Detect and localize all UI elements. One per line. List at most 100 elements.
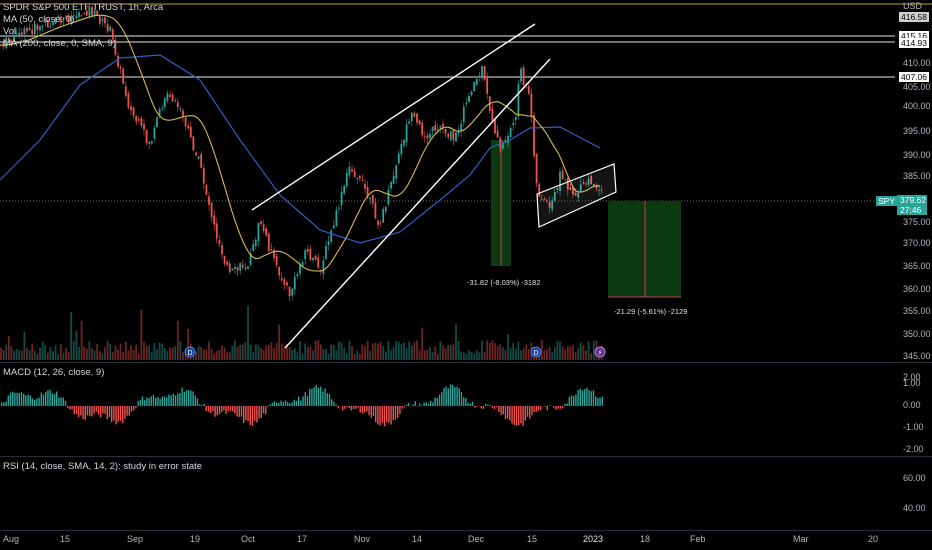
price-axis-tick: 400.00: [903, 101, 931, 111]
candle: [249, 253, 252, 265]
macd-histogram-bar: [117, 406, 119, 422]
macd-histogram-bar: [174, 395, 177, 406]
candle: [462, 106, 465, 123]
volume-bar: [548, 346, 551, 360]
macd-axis-tick: 2.00: [903, 372, 921, 382]
volume-bar: [491, 340, 494, 360]
candle: [338, 207, 340, 209]
volume-bar: [421, 327, 424, 360]
rsi-legend[interactable]: RSI (14, close, SMA, 14, 2): study in er…: [3, 461, 203, 472]
volume-bar: [392, 347, 395, 360]
volume-bar: [205, 349, 208, 360]
legend-ma50[interactable]: MA (50, close, 0): [3, 14, 75, 25]
pane-separator[interactable]: [0, 530, 932, 531]
candle: [33, 23, 36, 35]
candle: [267, 233, 270, 251]
macd-histogram-bar: [456, 386, 458, 406]
candle: [587, 178, 590, 185]
macd-histogram-bar: [14, 392, 16, 406]
macd-chart[interactable]: [0, 363, 895, 455]
macd-histogram-bar: [47, 390, 49, 406]
candle: [293, 276, 296, 290]
volume-bar: [234, 340, 236, 360]
price-chart[interactable]: D D ⚡: [0, 0, 932, 362]
macd-histogram-bar: [141, 396, 144, 406]
volume-bar: [52, 350, 54, 360]
candle: [143, 123, 145, 130]
candle: [465, 103, 468, 105]
wedge-lower-line[interactable]: [284, 58, 551, 349]
macd-histogram-bar: [148, 397, 150, 406]
candle: [254, 239, 257, 247]
macd-histogram-bar: [69, 406, 71, 410]
candle: [335, 210, 338, 227]
macd-histogram-bar: [49, 389, 51, 406]
macd-histogram-bar: [518, 406, 520, 426]
macd-histogram-bar: [452, 384, 454, 406]
macd-histogram-bar: [562, 406, 564, 408]
macd-histogram-bar: [56, 391, 58, 406]
macd-histogram-bar: [350, 406, 353, 411]
candle: [275, 256, 278, 266]
macd-histogram-bar: [139, 399, 141, 406]
time-axis-tick: 17: [297, 534, 308, 544]
pane-separator[interactable]: [0, 362, 932, 363]
macd-histogram-bar: [463, 397, 465, 406]
volume-bar: [93, 350, 96, 360]
candle: [566, 178, 569, 190]
macd-histogram-bar: [194, 395, 196, 406]
dividend-marker-icon[interactable]: [184, 346, 196, 358]
candle: [221, 245, 223, 255]
macd-histogram-bar: [276, 402, 278, 406]
candle: [161, 108, 164, 110]
candle: [117, 55, 119, 67]
volume-bar: [114, 345, 117, 360]
volume-bar: [327, 353, 330, 360]
macd-legend[interactable]: MACD (12, 26, close, 9): [3, 367, 105, 378]
candle: [182, 110, 184, 118]
candle: [317, 257, 320, 268]
symbol-title[interactable]: SPDR S&P 500 ETF TRUST, 1h, Arca: [3, 2, 164, 13]
macd-histogram-bar: [95, 406, 97, 412]
volume-bar: [78, 346, 80, 360]
volume-bar: [158, 342, 161, 360]
macd-histogram-bar: [86, 406, 89, 416]
candle: [512, 122, 515, 126]
legend-vol[interactable]: Vol: [3, 26, 17, 37]
candle: [54, 17, 57, 24]
pane-separator[interactable]: [0, 456, 932, 457]
macd-histogram-bar: [324, 388, 326, 406]
macd-histogram-bar: [53, 393, 56, 406]
wedge-upper-line[interactable]: [251, 23, 536, 211]
candle: [353, 171, 356, 177]
candle: [195, 152, 197, 156]
macd-histogram-bar: [544, 406, 546, 407]
macd-histogram-bar: [423, 402, 425, 406]
candle: [280, 278, 283, 281]
candle: [491, 108, 494, 123]
split-marker-icon[interactable]: [594, 346, 606, 358]
bar-countdown: 27:46: [900, 205, 922, 215]
time-axis[interactable]: Aug 15 Sep 19 Oct 17 Nov 14 Dec 15 2023 18 Feb Mar 20: [0, 534, 932, 548]
macd-axis-tick: 1.00: [903, 378, 921, 388]
dividend-marker-icon[interactable]: [530, 346, 542, 358]
bear-flag-channel[interactable]: [536, 163, 617, 228]
price-axis-tick: 350.00: [903, 329, 931, 339]
macd-histogram-bar: [291, 402, 293, 406]
candle: [91, 6, 93, 16]
macd-histogram-bar: [236, 406, 238, 417]
macd-histogram-bar: [267, 406, 269, 407]
volume-bar: [384, 351, 387, 360]
candle: [600, 189, 603, 191]
macd-histogram-bar: [313, 387, 315, 406]
volume-bar: [223, 347, 226, 360]
macd-histogram-bar: [449, 384, 452, 406]
macd-histogram-bar: [364, 406, 366, 413]
candle: [257, 223, 260, 242]
macd-histogram-bar: [408, 402, 410, 406]
volume-bar: [221, 345, 223, 360]
legend-ma200[interactable]: MA (200, close, 0, SMA, 9): [3, 38, 116, 49]
volume-bar: [546, 349, 548, 360]
candle: [10, 40, 13, 44]
macd-histogram-bar: [40, 392, 42, 406]
